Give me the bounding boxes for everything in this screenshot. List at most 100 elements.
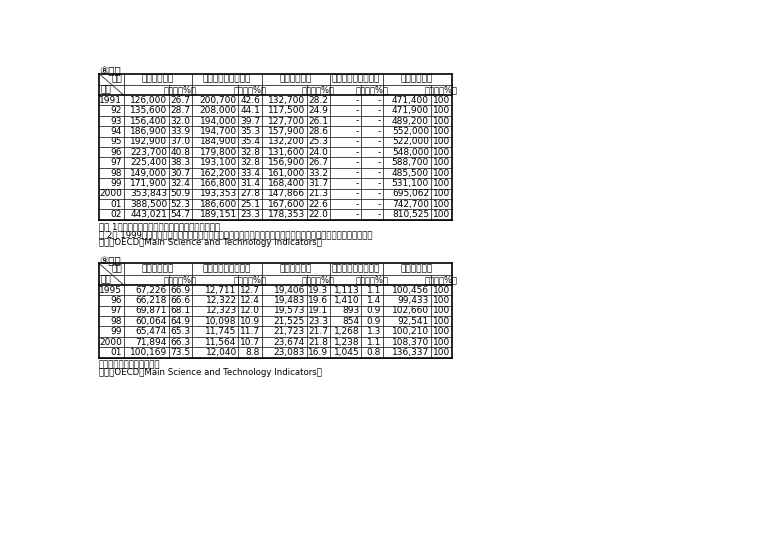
Text: 年度: 年度 <box>100 275 111 284</box>
Text: 19.3: 19.3 <box>308 286 328 295</box>
Text: 33.2: 33.2 <box>309 169 328 177</box>
Text: 産　業（人）: 産 業（人） <box>141 265 174 274</box>
Text: 19,573: 19,573 <box>274 306 305 315</box>
Text: 26.7: 26.7 <box>309 158 328 167</box>
Text: -: - <box>356 127 359 136</box>
Text: 60,064: 60,064 <box>136 317 167 326</box>
Text: 1.4: 1.4 <box>367 296 381 305</box>
Text: 構成比（%）: 構成比（%） <box>425 275 458 285</box>
Text: 構成比（%）: 構成比（%） <box>163 275 197 285</box>
Text: 26.1: 26.1 <box>309 116 328 126</box>
Text: -: - <box>356 169 359 177</box>
Text: 100: 100 <box>432 137 450 147</box>
Text: 100,210: 100,210 <box>392 327 429 336</box>
Text: 10,098: 10,098 <box>205 317 237 326</box>
Text: 合　計（人）: 合 計（人） <box>401 75 433 84</box>
Text: 223,700: 223,700 <box>130 148 167 157</box>
Text: 136,337: 136,337 <box>391 348 429 357</box>
Text: 35.3: 35.3 <box>240 127 260 136</box>
Text: 100,169: 100,169 <box>130 348 167 357</box>
Text: 21.8: 21.8 <box>309 337 328 347</box>
Text: 1.1: 1.1 <box>366 286 381 295</box>
Text: 100: 100 <box>432 96 450 105</box>
Text: 政府研究機還（人）: 政府研究機還（人） <box>203 75 251 84</box>
Text: 100: 100 <box>432 106 450 115</box>
Text: 194,700: 194,700 <box>200 127 237 136</box>
Text: 810,525: 810,525 <box>392 210 429 219</box>
Text: 12,711: 12,711 <box>205 286 237 295</box>
Text: 22.0: 22.0 <box>309 210 328 219</box>
Text: 32.8: 32.8 <box>240 148 260 157</box>
Text: -: - <box>356 137 359 147</box>
Text: 471,900: 471,900 <box>392 106 429 115</box>
Text: 0.9: 0.9 <box>366 317 381 326</box>
Text: -: - <box>378 169 381 177</box>
Text: 443,021: 443,021 <box>130 210 167 219</box>
Text: 100,456: 100,456 <box>392 286 429 295</box>
Text: 25.1: 25.1 <box>240 200 260 209</box>
Text: 66,218: 66,218 <box>136 296 167 305</box>
Text: 184,900: 184,900 <box>200 137 237 147</box>
Text: 131,600: 131,600 <box>268 148 305 157</box>
Text: 項目: 項目 <box>112 74 122 84</box>
Text: 21,723: 21,723 <box>274 327 305 336</box>
Text: 21.3: 21.3 <box>309 189 328 198</box>
Text: 44.1: 44.1 <box>240 106 260 115</box>
Text: 168,400: 168,400 <box>268 179 305 188</box>
Text: 1,045: 1,045 <box>334 348 359 357</box>
Text: 構成比（%）: 構成比（%） <box>355 86 388 94</box>
Text: 32.8: 32.8 <box>240 158 260 167</box>
Text: 65,474: 65,474 <box>136 327 167 336</box>
Text: 99: 99 <box>111 327 122 336</box>
Text: 100: 100 <box>432 189 450 198</box>
Text: 100: 100 <box>432 286 450 295</box>
Text: 147,866: 147,866 <box>268 189 305 198</box>
Text: -: - <box>378 127 381 136</box>
Text: -: - <box>356 200 359 209</box>
Text: 民営研究機還（人）: 民営研究機還（人） <box>332 265 380 274</box>
Text: 民営研究機還（人）: 民営研究機還（人） <box>332 75 380 84</box>
Text: 893: 893 <box>342 306 359 315</box>
Text: 32.4: 32.4 <box>170 179 190 188</box>
Text: 構成比（%）: 構成比（%） <box>355 275 388 285</box>
Text: 23.3: 23.3 <box>309 317 328 326</box>
Text: 21,525: 21,525 <box>274 317 305 326</box>
Text: 100: 100 <box>432 127 450 136</box>
Text: -: - <box>356 96 359 105</box>
Text: 92,541: 92,541 <box>397 317 429 326</box>
Text: 100: 100 <box>432 200 450 209</box>
Text: 100: 100 <box>432 317 450 326</box>
Text: 構成比（%）: 構成比（%） <box>233 275 267 285</box>
Text: 26.7: 26.7 <box>170 96 190 105</box>
Text: 73.5: 73.5 <box>170 348 190 357</box>
Text: 産　業（人）: 産 業（人） <box>141 75 174 84</box>
Text: 100: 100 <box>432 306 450 315</box>
Text: 166,800: 166,800 <box>200 179 237 188</box>
Text: 67,226: 67,226 <box>136 286 167 295</box>
Text: 208,000: 208,000 <box>200 106 237 115</box>
Text: 24.9: 24.9 <box>309 106 328 115</box>
Text: 資料：OECD『Main Science and Technology Indicators』: 資料：OECD『Main Science and Technology Indi… <box>99 238 321 246</box>
Text: 64.9: 64.9 <box>170 317 190 326</box>
Text: 95: 95 <box>111 137 122 147</box>
Text: 99,433: 99,433 <box>397 296 429 305</box>
Text: 108,370: 108,370 <box>391 337 429 347</box>
Text: 政府研究機還（人）: 政府研究機還（人） <box>203 265 251 274</box>
Text: 合　計（人）: 合 計（人） <box>401 265 433 274</box>
Text: 66.3: 66.3 <box>170 337 190 347</box>
Text: 27.8: 27.8 <box>240 189 260 198</box>
Text: ⑨韓国: ⑨韓国 <box>99 256 121 266</box>
Text: 157,900: 157,900 <box>268 127 305 136</box>
Text: 構成比（%）: 構成比（%） <box>302 86 334 94</box>
Text: 8.8: 8.8 <box>245 348 260 357</box>
Text: -: - <box>378 210 381 219</box>
Text: 10.9: 10.9 <box>240 317 260 326</box>
Text: -: - <box>356 148 359 157</box>
Text: 1.3: 1.3 <box>366 327 381 336</box>
Text: 97: 97 <box>111 158 122 167</box>
Text: 19.1: 19.1 <box>308 306 328 315</box>
Text: 2． 1999年までの各組織の研究者数の和と合計は一致しないが、構成比は合計に対するもので計算している。: 2． 1999年までの各組織の研究者数の和と合計は一致しないが、構成比は合計に対… <box>99 230 372 239</box>
Text: 19,406: 19,406 <box>274 286 305 295</box>
Text: 1,238: 1,238 <box>334 337 359 347</box>
Text: -: - <box>378 189 381 198</box>
